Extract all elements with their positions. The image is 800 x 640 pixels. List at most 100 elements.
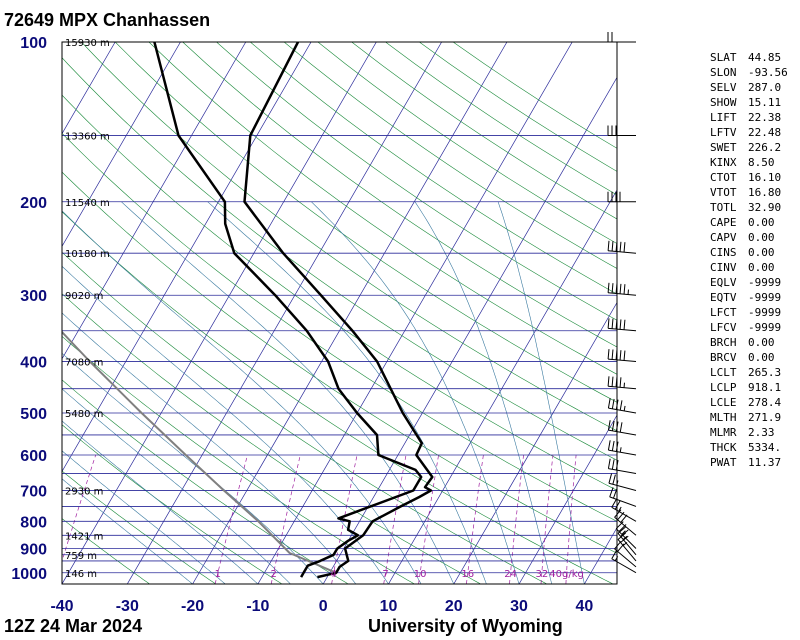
wind-barb-flag <box>619 400 623 411</box>
isotherm-line <box>453 301 617 584</box>
wind-barb-staff <box>608 429 637 436</box>
moist-adiabat <box>62 265 389 584</box>
wind-barb-flag <box>612 474 616 485</box>
wind-barb-staff <box>608 407 637 414</box>
index-row: EQLV -9999 <box>710 276 781 289</box>
wind-barb-flag <box>619 319 622 330</box>
index-key: CINV <box>710 261 737 274</box>
index-key: CINS <box>710 246 737 259</box>
pressure-tick-label: 600 <box>20 448 47 465</box>
index-value: 271.9 <box>748 411 782 424</box>
index-value: 265.3 <box>748 366 782 379</box>
height-label: 2930 m <box>65 487 103 498</box>
wind-barb-flag <box>623 319 626 330</box>
index-value: 918.1 <box>748 381 782 394</box>
wind-barb-flag <box>615 399 619 410</box>
index-row: SWET 226.2 <box>710 141 781 154</box>
moist-adiabat <box>62 450 226 584</box>
isotherm-line <box>322 76 617 584</box>
index-row: LFCV -9999 <box>710 321 781 334</box>
wind-barb-staff <box>615 528 637 549</box>
temperature-tick-label: -10 <box>246 598 269 615</box>
temperature-trace <box>243 42 434 579</box>
index-row: MLTH 271.9 <box>710 411 781 424</box>
pressure-tick-label: 800 <box>20 514 47 531</box>
wind-barb <box>607 398 637 414</box>
index-key: CAPE <box>710 216 737 229</box>
index-value: 278.4 <box>748 396 782 409</box>
index-value: 16.10 <box>748 171 782 184</box>
index-value: 0.00 <box>748 231 775 244</box>
index-value: 0.00 <box>748 246 775 259</box>
wind-barb-staff <box>611 558 637 574</box>
wind-barb <box>611 498 637 522</box>
wind-barb-flag <box>615 441 619 452</box>
moist-adiabat <box>497 201 585 584</box>
moist-adiabat <box>62 352 324 584</box>
index-row: CAPV 0.00 <box>710 231 775 244</box>
mixing-ratio-label: 10 <box>414 569 427 580</box>
wind-barb <box>607 420 637 436</box>
observation-time: 12Z 24 Mar 2024 <box>4 616 143 636</box>
height-label: 1421 m <box>65 531 103 542</box>
dry-adiabat <box>216 42 617 321</box>
index-value: -9999 <box>748 306 782 319</box>
index-value: 22.48 <box>748 126 782 139</box>
dry-adiabat <box>62 379 349 584</box>
index-row: BRCV 0.00 <box>710 351 775 364</box>
isotherm-line <box>0 42 50 584</box>
index-row: LFCT -9999 <box>710 306 781 319</box>
moist-adiabat <box>62 312 357 584</box>
wind-barb-staff <box>608 385 637 390</box>
wind-barb-flag <box>619 350 622 361</box>
wind-barb-half <box>618 506 622 512</box>
pressure-tick-label: 200 <box>20 195 47 212</box>
index-row: EQTV -9999 <box>710 291 781 304</box>
index-value: 0.00 <box>748 261 775 274</box>
wind-barb <box>609 487 637 507</box>
index-row: BRCH 0.00 <box>710 336 775 349</box>
mixing-ratio-line <box>270 454 301 584</box>
wind-barb-flag <box>623 284 626 295</box>
isotherm-line <box>388 189 617 584</box>
mixing-ratio-label: 40g/kg <box>549 569 584 580</box>
index-row: MLMR 2.33 <box>710 426 775 439</box>
index-key: LCLT <box>710 366 737 379</box>
wind-barb-flag <box>614 509 622 518</box>
height-label: 9020 m <box>65 291 103 302</box>
index-row: LFTV 22.48 <box>710 126 781 139</box>
mixing-ratio-label: 16 <box>461 569 474 580</box>
wind-barb-flag <box>615 460 619 471</box>
index-key: CTOT <box>710 171 737 184</box>
height-label: 5480 m <box>65 409 103 420</box>
plot-frame <box>61 41 618 585</box>
pressure-tick-label: 100 <box>20 35 47 52</box>
wind-barb-flag <box>614 540 622 550</box>
wind-barb-flag <box>611 498 618 508</box>
index-key: PWAT <box>710 456 737 469</box>
wind-barb-flag <box>611 241 614 252</box>
index-value: 11.37 <box>748 456 782 469</box>
wind-barb-flag <box>611 440 615 451</box>
index-row: VTOT 16.80 <box>710 186 781 199</box>
wind-barb <box>607 125 636 136</box>
wind-barb-staff <box>608 468 637 474</box>
index-value: 16.80 <box>748 186 782 199</box>
moist-adiabat <box>62 388 291 584</box>
height-label: 146 m <box>65 569 97 580</box>
wind-barb <box>607 458 637 474</box>
index-key: TOTL <box>710 201 737 214</box>
moist-adiabat <box>311 201 520 584</box>
wind-barb-flag <box>609 487 614 498</box>
dry-adiabat <box>62 335 415 584</box>
temperature-tick-label: 20 <box>445 598 463 615</box>
index-key: LCLE <box>710 396 737 409</box>
wind-barb-flag <box>619 241 622 252</box>
mixing-ratio-label: 2 <box>270 569 276 580</box>
wind-barb-flag <box>607 318 610 329</box>
isotherm-line <box>192 42 508 584</box>
pressure-tick-label: 1000 <box>11 566 47 583</box>
moist-adiabat <box>62 210 422 584</box>
index-row: CINV 0.00 <box>710 261 775 274</box>
index-value: -93.56 <box>748 66 788 79</box>
